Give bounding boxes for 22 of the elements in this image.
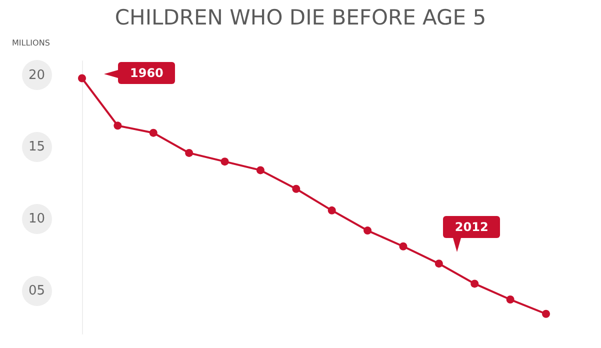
y-tick-label: 20 bbox=[28, 68, 45, 83]
point bbox=[256, 166, 264, 174]
point bbox=[542, 310, 550, 318]
y-tick-label: 15 bbox=[28, 140, 45, 155]
y-tick-label: 05 bbox=[28, 283, 45, 298]
point bbox=[470, 280, 479, 288]
point bbox=[506, 296, 514, 304]
point bbox=[114, 122, 122, 130]
point bbox=[434, 260, 443, 268]
y-tick-label: 10 bbox=[28, 212, 45, 227]
y-axis-title: MILLIONS bbox=[12, 38, 50, 48]
annotation: 1960 bbox=[118, 62, 176, 84]
point bbox=[185, 148, 194, 157]
point bbox=[399, 242, 408, 250]
point bbox=[149, 128, 158, 137]
point bbox=[220, 158, 229, 166]
annotation: 2012 bbox=[442, 216, 500, 238]
point bbox=[364, 226, 372, 235]
point bbox=[328, 206, 336, 214]
chart-title: CHILDREN WHO DIE BEFORE AGE 5 bbox=[114, 6, 486, 30]
point bbox=[78, 74, 86, 82]
point bbox=[292, 184, 300, 193]
